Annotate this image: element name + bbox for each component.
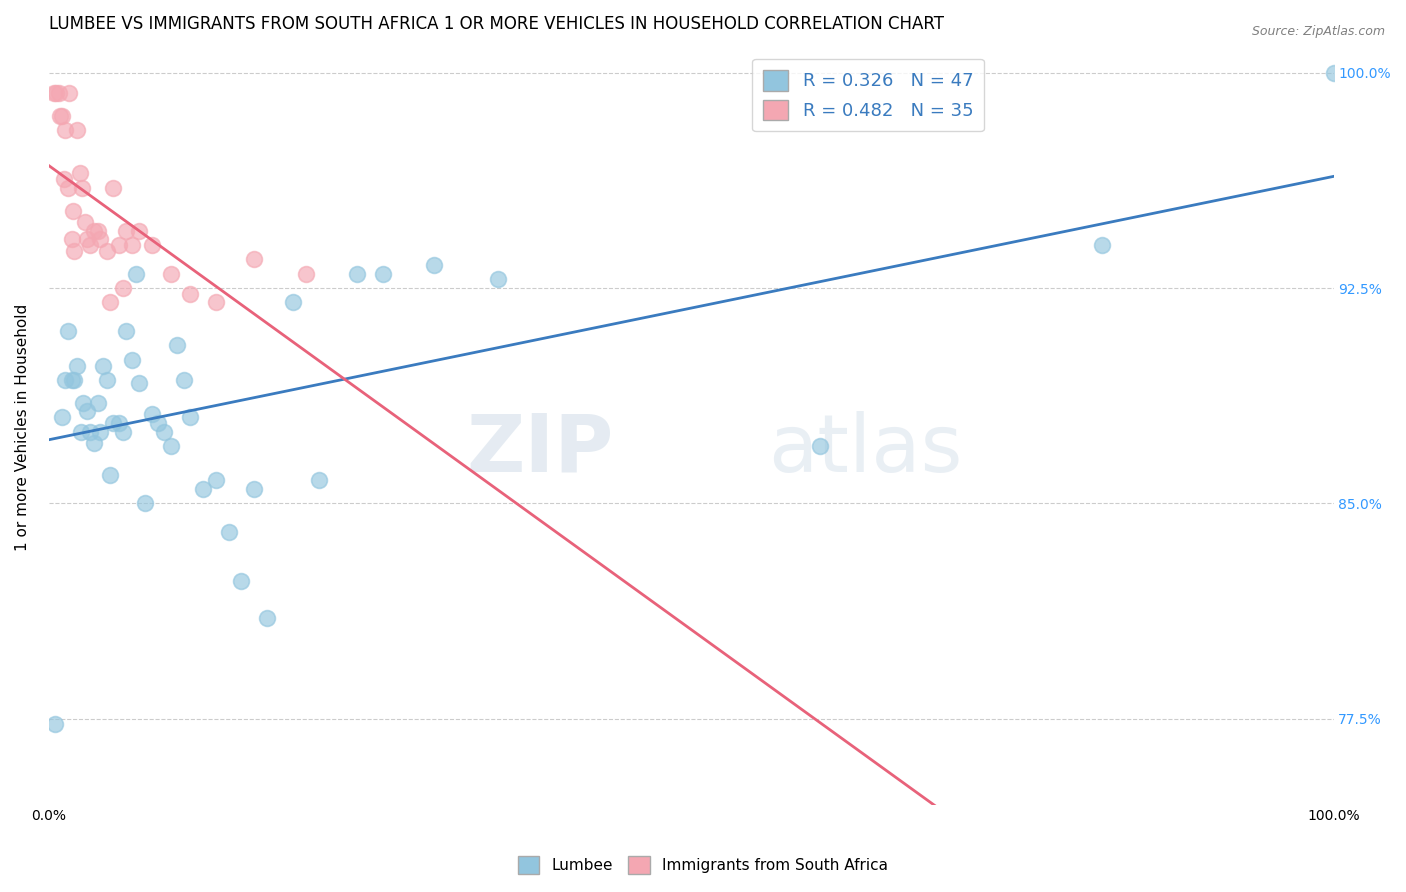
Point [134,496,156,510]
Point [70,180,93,194]
Text: Source: ZipAtlas.com: Source: ZipAtlas.com [1251,25,1385,38]
Point [73,215,96,229]
Point [159,439,181,453]
Point [86,224,108,238]
Point [486,272,509,286]
Point [55,123,77,137]
Point [141,407,163,421]
Point [125,267,148,281]
Point [60,232,83,246]
Point [56,324,79,338]
Point [112,281,135,295]
Point [63,244,86,258]
Point [91,359,114,373]
Point [218,524,240,539]
Point [66,123,89,137]
Text: ZIP: ZIP [467,411,614,489]
Point [1322,66,1344,80]
Point [101,416,124,430]
Point [281,295,304,310]
Point [96,244,118,258]
Point [70,425,93,439]
Point [79,238,101,252]
Point [159,267,181,281]
Point [243,482,266,496]
Point [89,232,111,246]
Point [294,267,316,281]
Legend: R = 0.326   N = 47, R = 0.482   N = 35: R = 0.326 N = 47, R = 0.482 N = 35 [752,59,984,131]
Text: atlas: atlas [768,411,963,489]
Point [83,436,105,450]
Point [101,180,124,194]
Point [231,574,253,588]
Point [243,252,266,267]
Point [76,404,98,418]
Legend: Lumbee, Immigrants from South Africa: Lumbee, Immigrants from South Africa [512,850,894,880]
Point [371,267,394,281]
Point [112,425,135,439]
Point [256,611,278,625]
Point [141,238,163,252]
Point [423,258,446,272]
Point [58,86,80,100]
Point [128,224,150,238]
Point [166,338,188,352]
Point [79,425,101,439]
Point [114,324,136,338]
Point [808,439,831,453]
Point [191,482,214,496]
Point [128,376,150,390]
Point [55,373,77,387]
Point [63,373,86,387]
Point [62,203,84,218]
Point [108,238,131,252]
Point [53,172,76,186]
Point [72,396,94,410]
Point [121,238,143,252]
Point [100,467,122,482]
Point [69,166,91,180]
Point [346,267,368,281]
Point [56,180,79,194]
Point [108,416,131,430]
Point [179,410,201,425]
Point [49,109,72,123]
Point [100,295,122,310]
Y-axis label: 1 or more Vehicles in Household: 1 or more Vehicles in Household [15,303,30,551]
Point [60,373,83,387]
Point [121,352,143,367]
Point [51,109,73,123]
Point [45,86,67,100]
Point [86,396,108,410]
Point [89,425,111,439]
Point [179,286,201,301]
Text: LUMBEE VS IMMIGRANTS FROM SOUTH AFRICA 1 OR MORE VEHICLES IN HOUSEHOLD CORRELATI: LUMBEE VS IMMIGRANTS FROM SOUTH AFRICA 1… [49,15,943,33]
Point [83,224,105,238]
Point [204,473,226,487]
Point [308,473,330,487]
Point [114,224,136,238]
Point [66,359,89,373]
Point [76,232,98,246]
Point [153,425,176,439]
Point [42,86,65,100]
Point [173,373,195,387]
Point [48,86,70,100]
Point [44,717,66,731]
Point [51,410,73,425]
Point [146,416,169,430]
Point [96,373,118,387]
Point [1091,238,1114,252]
Point [204,295,226,310]
